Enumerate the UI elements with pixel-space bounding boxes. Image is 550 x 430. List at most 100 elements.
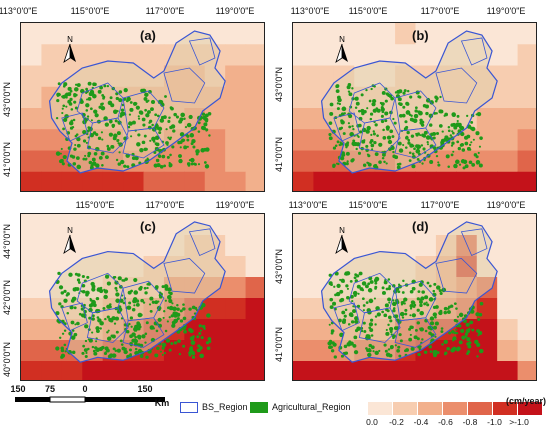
agri-dot <box>455 159 460 165</box>
raster-cell <box>333 23 355 45</box>
agri-dot <box>104 274 110 279</box>
raster-cell <box>61 214 83 236</box>
raster-cell <box>21 235 42 257</box>
sub-region-boundary <box>122 90 165 132</box>
agri-dot <box>423 130 428 135</box>
agri-dot <box>129 101 133 104</box>
agri-dot <box>161 342 167 348</box>
agri-dot <box>432 312 438 317</box>
agri-dot <box>130 135 133 138</box>
agri-dot <box>450 304 453 307</box>
raster-cell <box>41 129 63 151</box>
agri-dot <box>95 340 98 343</box>
agri-dot <box>374 152 379 157</box>
agri-dot <box>188 114 193 120</box>
raster-cell <box>245 129 264 151</box>
agri-dot <box>429 160 434 164</box>
agri-dot <box>65 105 68 108</box>
raster-cell <box>41 256 63 278</box>
agri-dot <box>329 345 333 349</box>
agri-dot <box>104 351 107 354</box>
agri-dot <box>123 349 128 355</box>
agri-dot <box>425 135 431 140</box>
agri-dot <box>381 286 385 290</box>
agri-dot <box>95 132 99 137</box>
agri-dot <box>115 298 120 303</box>
agri-dot <box>58 285 64 290</box>
longitude-tick-label: 117°0'0"E <box>420 6 460 16</box>
agri-dot <box>152 327 155 330</box>
raster-cell <box>374 171 396 191</box>
agri-dot <box>351 141 357 146</box>
agri-dot <box>198 324 202 328</box>
agri-dot <box>384 119 388 123</box>
sub-region-boundary <box>358 117 401 154</box>
agri-dot <box>352 305 355 308</box>
raster-cell <box>415 171 437 191</box>
agri-dot <box>150 99 156 104</box>
raster-cell <box>293 235 314 257</box>
agri-dot <box>430 132 434 137</box>
agri-dot <box>156 163 161 168</box>
raster-cell <box>497 361 519 380</box>
agri-dot <box>125 99 129 103</box>
raster-cell <box>225 298 247 320</box>
agri-dot <box>63 82 68 87</box>
agri-dot <box>330 329 335 333</box>
agri-dot <box>340 354 344 358</box>
sub-region-boundary <box>435 258 478 294</box>
agri-dot <box>101 164 104 167</box>
agri-dot <box>385 162 388 165</box>
agri-dot <box>173 318 179 323</box>
raster-cell <box>497 340 519 362</box>
agri-dot <box>178 158 183 164</box>
agri-dot <box>146 157 149 160</box>
agri-dot <box>380 114 384 118</box>
agri-dot <box>469 320 474 325</box>
agri-dot <box>421 290 425 294</box>
agri-dot <box>423 350 428 354</box>
agri-dot <box>476 342 481 348</box>
agri-dot <box>409 314 412 317</box>
agri-dot <box>100 102 104 106</box>
raster-cell <box>313 23 335 45</box>
agri-dot <box>74 106 78 110</box>
agri-dot <box>416 132 420 136</box>
agri-dot <box>434 335 437 338</box>
agri-dot <box>444 351 448 355</box>
agri-dot <box>170 106 174 111</box>
raster-cell <box>163 23 185 45</box>
raster-cell <box>225 23 247 45</box>
agri-dot <box>155 123 159 126</box>
agri-dot <box>451 130 454 133</box>
agri-dot <box>367 282 371 286</box>
agri-dot <box>339 289 344 294</box>
agri-dot <box>383 343 387 347</box>
agri-dot <box>205 341 210 345</box>
agri-dot <box>355 101 360 106</box>
agri-dot <box>78 312 82 316</box>
agri-dot <box>443 306 448 311</box>
agri-dot <box>55 346 60 351</box>
agri-dot <box>86 275 90 279</box>
agri-dot <box>135 102 138 105</box>
agri-dot <box>148 303 152 306</box>
raster-cell <box>163 340 185 362</box>
agri-dot <box>115 330 119 334</box>
agri-dot <box>331 342 334 345</box>
raster-cell <box>435 23 457 45</box>
raster-cell <box>293 361 314 380</box>
latitude-tick-label: 43°0'0"N <box>274 66 284 102</box>
raster-cell <box>354 23 376 45</box>
agri-dot <box>106 281 111 286</box>
raster-cell <box>476 129 498 151</box>
agri-dot <box>329 111 334 116</box>
agri-dot <box>172 311 177 316</box>
agri-dot <box>186 162 191 166</box>
agri-dot <box>335 162 338 165</box>
agri-dot <box>156 114 160 118</box>
bs-region-boundary <box>320 221 498 363</box>
agri-dot <box>425 301 428 304</box>
agri-dot <box>106 144 110 148</box>
agri-dot <box>169 136 173 139</box>
